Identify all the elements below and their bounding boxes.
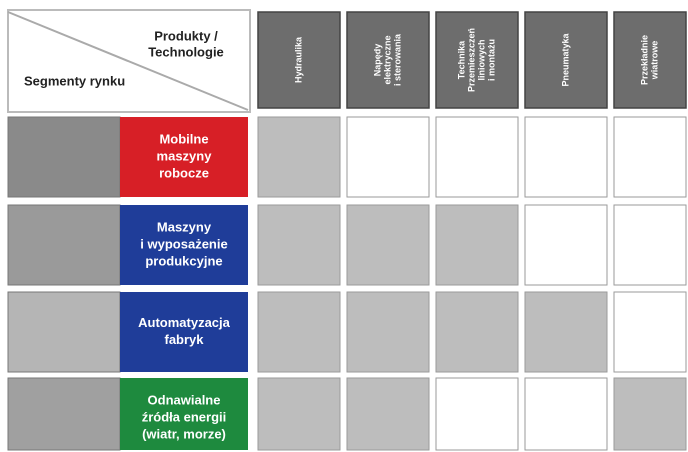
- cell-empty: [435, 377, 519, 451]
- row-photo: [7, 116, 121, 198]
- cell-filled: [524, 291, 608, 373]
- row-label-box: [120, 378, 248, 450]
- row-label: źródła energii: [142, 409, 227, 424]
- column-label: Napędy: [372, 44, 382, 77]
- row-label: Odnawialne: [148, 392, 221, 407]
- cell-filled: [257, 291, 341, 373]
- cell-filled: [435, 291, 519, 373]
- row-label: maszyny: [157, 148, 213, 163]
- row-photo: [7, 291, 121, 373]
- column-header: [524, 11, 608, 109]
- row-label: fabryk: [164, 332, 204, 347]
- column-header: [435, 11, 519, 109]
- products-label: Produkty /: [154, 28, 218, 43]
- cell-filled: [257, 377, 341, 451]
- row-label: Mobilne: [159, 131, 208, 146]
- column-label: liniowych: [476, 39, 486, 80]
- column-label: wiatrowe: [649, 41, 659, 81]
- cell-filled: [346, 291, 430, 373]
- row-photo: [7, 204, 121, 286]
- row-photo: [7, 377, 121, 451]
- cell-empty: [524, 204, 608, 286]
- row-label-box: [120, 117, 248, 197]
- diagonal: [7, 11, 249, 111]
- row-label: robocze: [159, 165, 209, 180]
- cell-filled: [613, 377, 687, 451]
- products-label: Technologie: [148, 44, 224, 59]
- cell-empty: [435, 116, 519, 198]
- cell-empty: [524, 116, 608, 198]
- column-header: [613, 11, 687, 109]
- segments-label: Segmenty rynku: [24, 73, 125, 88]
- column-label: i montażu: [486, 39, 496, 81]
- row-label: i wyposażenie: [140, 236, 227, 251]
- row-label: Maszyny: [157, 219, 212, 234]
- row-label: Automatyzacja: [138, 315, 231, 330]
- cell-filled: [257, 116, 341, 198]
- column-label: Hydraulika: [293, 36, 303, 83]
- row-label: (wiatr, morze): [142, 426, 226, 441]
- cell-empty: [613, 204, 687, 286]
- cell-empty: [346, 116, 430, 198]
- column-label: elektryczne: [382, 35, 392, 84]
- column-label: Przekładnie: [639, 35, 649, 85]
- column-label: Przemieszczeń: [466, 28, 476, 92]
- column-label: i sterowania: [392, 33, 402, 86]
- column-header: [346, 11, 430, 109]
- cell-filled: [346, 204, 430, 286]
- cell-empty: [613, 116, 687, 198]
- cell-filled: [257, 204, 341, 286]
- row-label-box: [120, 292, 248, 372]
- row-label-box: [120, 205, 248, 285]
- column-label: Technika: [456, 40, 466, 79]
- row-label: produkcyjne: [145, 253, 222, 268]
- column-label: Pneumatyka: [560, 32, 570, 86]
- cell-empty: [524, 377, 608, 451]
- column-header: [257, 11, 341, 109]
- cell-filled: [346, 377, 430, 451]
- cell-filled: [435, 204, 519, 286]
- cell-empty: [613, 291, 687, 373]
